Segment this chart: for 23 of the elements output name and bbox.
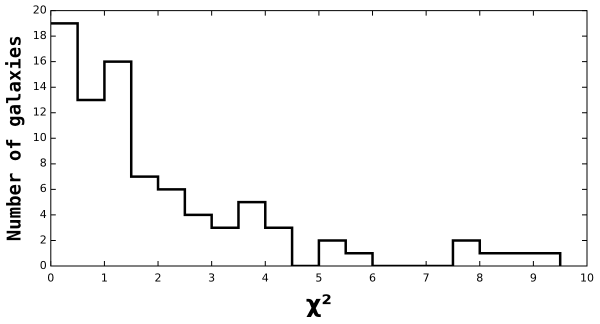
y-tick-label: 8 — [40, 156, 47, 170]
y-tick-label: 2 — [40, 233, 47, 246]
y-tick-label: 4 — [40, 208, 47, 221]
y-tick-label: 0 — [40, 258, 47, 272]
x-tick-label: 5 — [315, 271, 322, 284]
y-tick-label: 14 — [32, 80, 47, 94]
x-tick-label: 4 — [262, 271, 269, 284]
y-tick-label: 16 — [32, 54, 47, 68]
x-tick-label: 7 — [422, 271, 430, 284]
y-tick-label: 10 — [32, 131, 47, 144]
y-tick-label: 12 — [32, 106, 47, 119]
x-tick-label: 2 — [154, 271, 162, 284]
x-tick-label: 1 — [100, 271, 108, 284]
x-tick-label: 10 — [580, 271, 594, 284]
x-axis-title: χ² — [306, 290, 332, 318]
x-tick-label: 8 — [476, 271, 484, 284]
y-tick-label: 6 — [40, 182, 47, 196]
y-tick-label: 20 — [32, 3, 47, 16]
x-tick-label: 9 — [530, 271, 537, 284]
x-tick-label: 6 — [369, 271, 376, 284]
y-axis-title: Number of galaxies — [3, 35, 26, 242]
x-tick-label: 3 — [208, 271, 216, 284]
y-tick-label: 18 — [32, 29, 47, 42]
